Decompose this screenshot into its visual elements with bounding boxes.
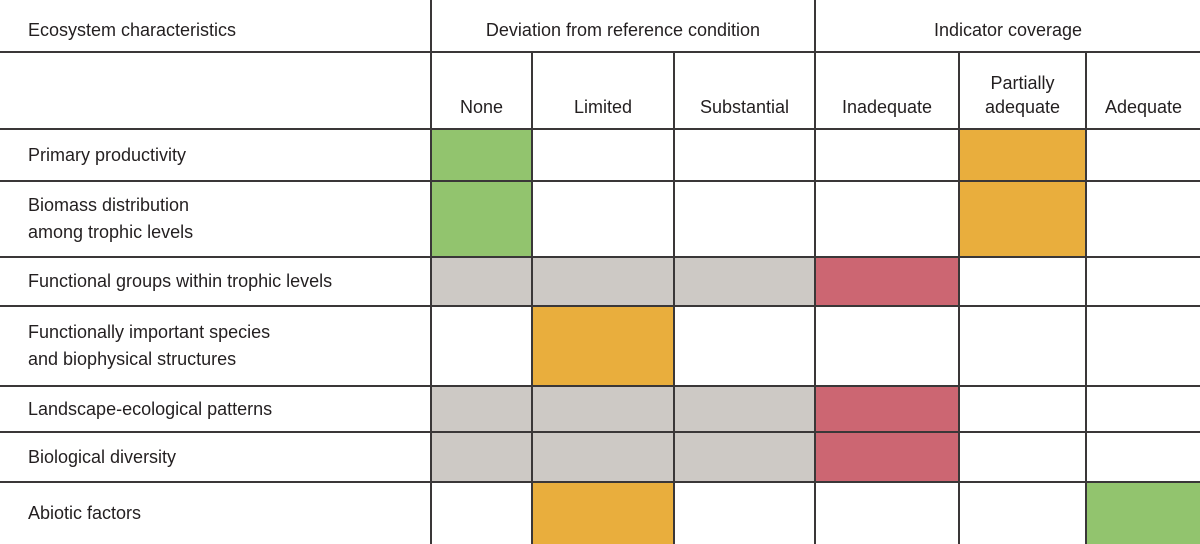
row-label: Landscape-ecological patterns bbox=[0, 387, 432, 433]
column-header-inadequate: Inadequate bbox=[816, 53, 960, 130]
matrix-cell-partially-adequate-orange bbox=[960, 182, 1087, 258]
matrix-cell-partially-adequate-empty bbox=[960, 387, 1087, 433]
matrix-cell-partially-adequate-empty bbox=[960, 307, 1087, 387]
matrix-cell-adequate-empty bbox=[1087, 258, 1200, 307]
matrix-cell-inadequate-red bbox=[816, 387, 960, 433]
matrix-cell-inadequate-empty bbox=[816, 307, 960, 387]
matrix-cell-substantial-empty bbox=[675, 130, 816, 182]
matrix-cell-substantial-gray bbox=[675, 258, 816, 307]
matrix-cell-substantial-gray bbox=[675, 387, 816, 433]
matrix-cell-inadequate-empty bbox=[816, 483, 960, 544]
matrix-cell-none-gray bbox=[432, 433, 533, 483]
matrix-cell-inadequate-red bbox=[816, 433, 960, 483]
matrix-cell-inadequate-red bbox=[816, 258, 960, 307]
column-header-limited: Limited bbox=[533, 53, 675, 130]
matrix-cell-inadequate-empty bbox=[816, 130, 960, 182]
matrix-cell-none-gray bbox=[432, 258, 533, 307]
matrix-cell-partially-adequate-orange bbox=[960, 130, 1087, 182]
matrix-cell-substantial-empty bbox=[675, 182, 816, 258]
matrix-cell-adequate-empty bbox=[1087, 387, 1200, 433]
matrix-cell-substantial-empty bbox=[675, 307, 816, 387]
column-header-none: None bbox=[432, 53, 533, 130]
matrix-cell-none-empty bbox=[432, 307, 533, 387]
matrix-cell-adequate-empty bbox=[1087, 182, 1200, 258]
matrix-cell-adequate-empty bbox=[1087, 307, 1200, 387]
column-header-adequate: Adequate bbox=[1087, 53, 1200, 130]
column-header-ecosystem-characteristics: Ecosystem characteristics bbox=[0, 0, 432, 53]
column-group-deviation-from-reference-condition: Deviation from reference condition bbox=[432, 0, 816, 53]
matrix-cell-none-empty bbox=[432, 483, 533, 544]
subheader-spacer bbox=[0, 53, 432, 130]
row-label: Primary productivity bbox=[0, 130, 432, 182]
matrix-cell-substantial-gray bbox=[675, 433, 816, 483]
matrix-cell-limited-gray bbox=[533, 387, 675, 433]
matrix-cell-partially-adequate-empty bbox=[960, 483, 1087, 544]
matrix-cell-none-gray bbox=[432, 387, 533, 433]
matrix-cell-limited-orange bbox=[533, 483, 675, 544]
matrix-cell-none-green bbox=[432, 182, 533, 258]
column-header-substantial: Substantial bbox=[675, 53, 816, 130]
matrix-cell-partially-adequate-empty bbox=[960, 258, 1087, 307]
matrix-cell-inadequate-empty bbox=[816, 182, 960, 258]
row-label: Biomass distribution among trophic level… bbox=[0, 182, 432, 258]
matrix-cell-limited-empty bbox=[533, 182, 675, 258]
matrix-cell-adequate-empty bbox=[1087, 130, 1200, 182]
matrix-cell-limited-gray bbox=[533, 258, 675, 307]
column-header-partially-adequate: Partially adequate bbox=[960, 53, 1087, 130]
matrix-cell-none-green bbox=[432, 130, 533, 182]
row-label: Functionally important species and bioph… bbox=[0, 307, 432, 387]
matrix-cell-limited-orange bbox=[533, 307, 675, 387]
matrix-cell-limited-gray bbox=[533, 433, 675, 483]
matrix-cell-partially-adequate-empty bbox=[960, 433, 1087, 483]
row-label: Functional groups within trophic levels bbox=[0, 258, 432, 307]
matrix-cell-adequate-empty bbox=[1087, 433, 1200, 483]
column-group-indicator-coverage: Indicator coverage bbox=[816, 0, 1200, 53]
row-label: Abiotic factors bbox=[0, 483, 432, 544]
matrix-cell-limited-empty bbox=[533, 130, 675, 182]
matrix-cell-substantial-empty bbox=[675, 483, 816, 544]
matrix-cell-adequate-green bbox=[1087, 483, 1200, 544]
row-label: Biological diversity bbox=[0, 433, 432, 483]
